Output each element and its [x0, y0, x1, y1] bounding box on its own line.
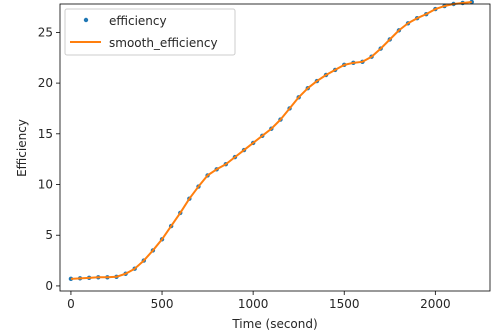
series-layer: [68, 0, 474, 282]
x-axis-label: Time (second): [231, 317, 317, 331]
series-line-smooth-efficiency: [70, 0, 472, 280]
legend-label-smooth-efficiency: smooth_efficiency: [109, 36, 218, 50]
y-tick-label: 20: [38, 76, 53, 90]
y-tick-label: 5: [45, 228, 53, 242]
y-tick-label: 15: [38, 127, 53, 141]
x-tick-label: 1500: [329, 297, 360, 311]
legend-box: [64, 8, 236, 56]
y-axis-label: Efficiency: [15, 119, 29, 177]
x-tick-label: 1000: [238, 297, 269, 311]
x-axis: 0 500 1000 1500 2000: [67, 291, 451, 311]
y-axis: 0 5 10 15 20 25: [38, 25, 60, 293]
legend-label-efficiency: efficiency: [109, 14, 167, 28]
plot-frame: [59, 3, 491, 292]
x-tick-label: 500: [151, 297, 174, 311]
y-tick-label: 25: [38, 25, 53, 39]
y-tick-label: 0: [45, 279, 53, 293]
legend-marker-efficiency: [83, 17, 89, 23]
legend: efficiency smooth_efficiency: [64, 8, 236, 56]
y-tick-label: 10: [38, 178, 53, 192]
x-tick-label: 0: [67, 297, 75, 311]
x-tick-label: 2000: [420, 297, 451, 311]
